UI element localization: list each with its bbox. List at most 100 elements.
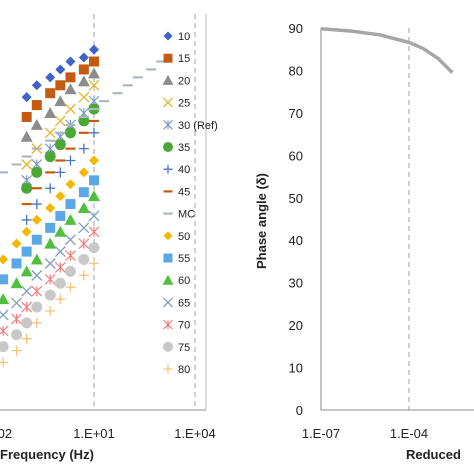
legend-item-60: 60 <box>162 274 190 287</box>
legend-marker <box>163 364 173 374</box>
point-20 <box>88 67 100 79</box>
point-55 <box>55 210 66 221</box>
point-20 <box>64 83 77 95</box>
legend: 10 15 20 25 30 (Ref) 35 40 45 MC 50 55 60 65 70 75 80 <box>162 31 218 376</box>
legend-label: 40 <box>178 164 190 176</box>
point-15 <box>31 100 42 111</box>
legend-item-mc: MC <box>163 209 195 221</box>
legend-marker <box>163 231 173 241</box>
series-45 <box>21 119 99 206</box>
right-y-tick-label: 90 <box>289 21 303 36</box>
point-80 <box>65 282 76 293</box>
point-20 <box>44 107 57 118</box>
left-x-tick-label: 1.E-02 <box>0 426 12 441</box>
legend-marker <box>163 119 173 130</box>
legend-marker <box>162 274 174 285</box>
right-y-axis-label: Phase angle (δ) <box>254 173 269 269</box>
point-75 <box>0 341 9 353</box>
point-20 <box>54 95 67 107</box>
point-70 <box>54 262 66 273</box>
point-80 <box>45 306 56 316</box>
phase-angle-chart: 0 10 20 30 40 50 60 70 80 90 1.E-07 1.E-04 Phase a… <box>254 21 474 462</box>
series-60 <box>0 190 100 305</box>
right-y-tick-label: 0 <box>296 403 303 418</box>
point-55 <box>78 187 89 198</box>
right-x-tick-label: 1.E-07 <box>302 426 340 441</box>
right-x-tick-label: 1.E-04 <box>390 426 428 441</box>
point-50 <box>0 254 9 265</box>
point-35 <box>21 182 33 194</box>
left-x-tick-label: 1.E+01 <box>73 426 115 441</box>
legend-marker <box>163 97 173 108</box>
legend-marker <box>163 53 173 63</box>
point-60 <box>10 277 23 289</box>
legend-item-70: 70 <box>163 320 190 332</box>
legend-label: 80 <box>178 364 190 376</box>
point-55 <box>11 258 22 269</box>
legend-marker <box>163 164 173 174</box>
point-70 <box>65 250 76 261</box>
legend-marker <box>163 297 173 308</box>
modulus-vs-frequency-chart: 1.E-02 1.E+01 1.E+04 Frequency (Hz) 10 15 20… <box>0 14 218 462</box>
point-40 <box>21 214 32 225</box>
legend-marker <box>163 142 173 152</box>
legend-label: 70 <box>178 320 190 332</box>
right-x-axis-label: Reduced <box>406 447 461 462</box>
point-70 <box>0 325 9 337</box>
point-60 <box>64 213 77 225</box>
legend-item-65: 65 <box>163 297 190 309</box>
point-75 <box>54 277 66 289</box>
point-70 <box>21 301 33 313</box>
legend-label: 45 <box>178 186 190 198</box>
point-25 <box>65 103 76 115</box>
right-y-tick-labels: 0 10 20 30 40 50 60 70 80 90 <box>289 21 303 418</box>
point-15 <box>55 80 66 91</box>
legend-label: 35 <box>178 142 190 154</box>
point-10 <box>65 56 76 67</box>
point-15 <box>65 72 76 83</box>
point-10 <box>21 92 32 103</box>
legend-item-45: 45 <box>163 186 190 198</box>
point-25 <box>21 159 33 170</box>
legend-marker <box>163 341 173 352</box>
point-65 <box>11 297 22 309</box>
point-50 <box>55 191 66 202</box>
point-50 <box>31 214 42 225</box>
point-80 <box>89 258 99 269</box>
point-55 <box>21 246 32 257</box>
point-35 <box>64 127 76 139</box>
legend-item-50: 50 <box>163 231 190 243</box>
point-35 <box>31 166 43 178</box>
point-10 <box>31 80 42 91</box>
legend-item-30-ref: 30 (Ref) <box>163 119 218 132</box>
series-65 <box>0 210 100 321</box>
series-mc <box>0 60 167 174</box>
point-40 <box>89 127 99 138</box>
point-50 <box>89 155 99 166</box>
point-40 <box>78 143 89 154</box>
legend-marker <box>163 31 173 41</box>
point-65 <box>31 269 43 281</box>
left-x-axis-label: Frequency (Hz) <box>0 447 94 462</box>
point-60 <box>54 225 67 237</box>
point-65 <box>0 309 9 321</box>
legend-item-55: 55 <box>163 253 190 265</box>
legend-label: 75 <box>178 342 190 354</box>
point-25 <box>78 91 90 103</box>
right-y-tick-label: 40 <box>289 233 303 248</box>
point-70 <box>11 313 22 325</box>
point-65 <box>88 210 100 222</box>
legend-item-75: 75 <box>163 341 190 354</box>
right-y-tick-label: 60 <box>289 148 303 163</box>
point-35 <box>54 139 66 151</box>
point-55 <box>45 222 56 233</box>
legend-label: MC <box>178 209 195 221</box>
point-40 <box>55 167 66 178</box>
point-20 <box>30 118 43 130</box>
series-75 <box>0 242 100 353</box>
legend-item-15: 15 <box>163 53 190 65</box>
point-40 <box>31 199 42 210</box>
point-35 <box>78 115 90 127</box>
legend-item-10: 10 <box>163 31 190 43</box>
